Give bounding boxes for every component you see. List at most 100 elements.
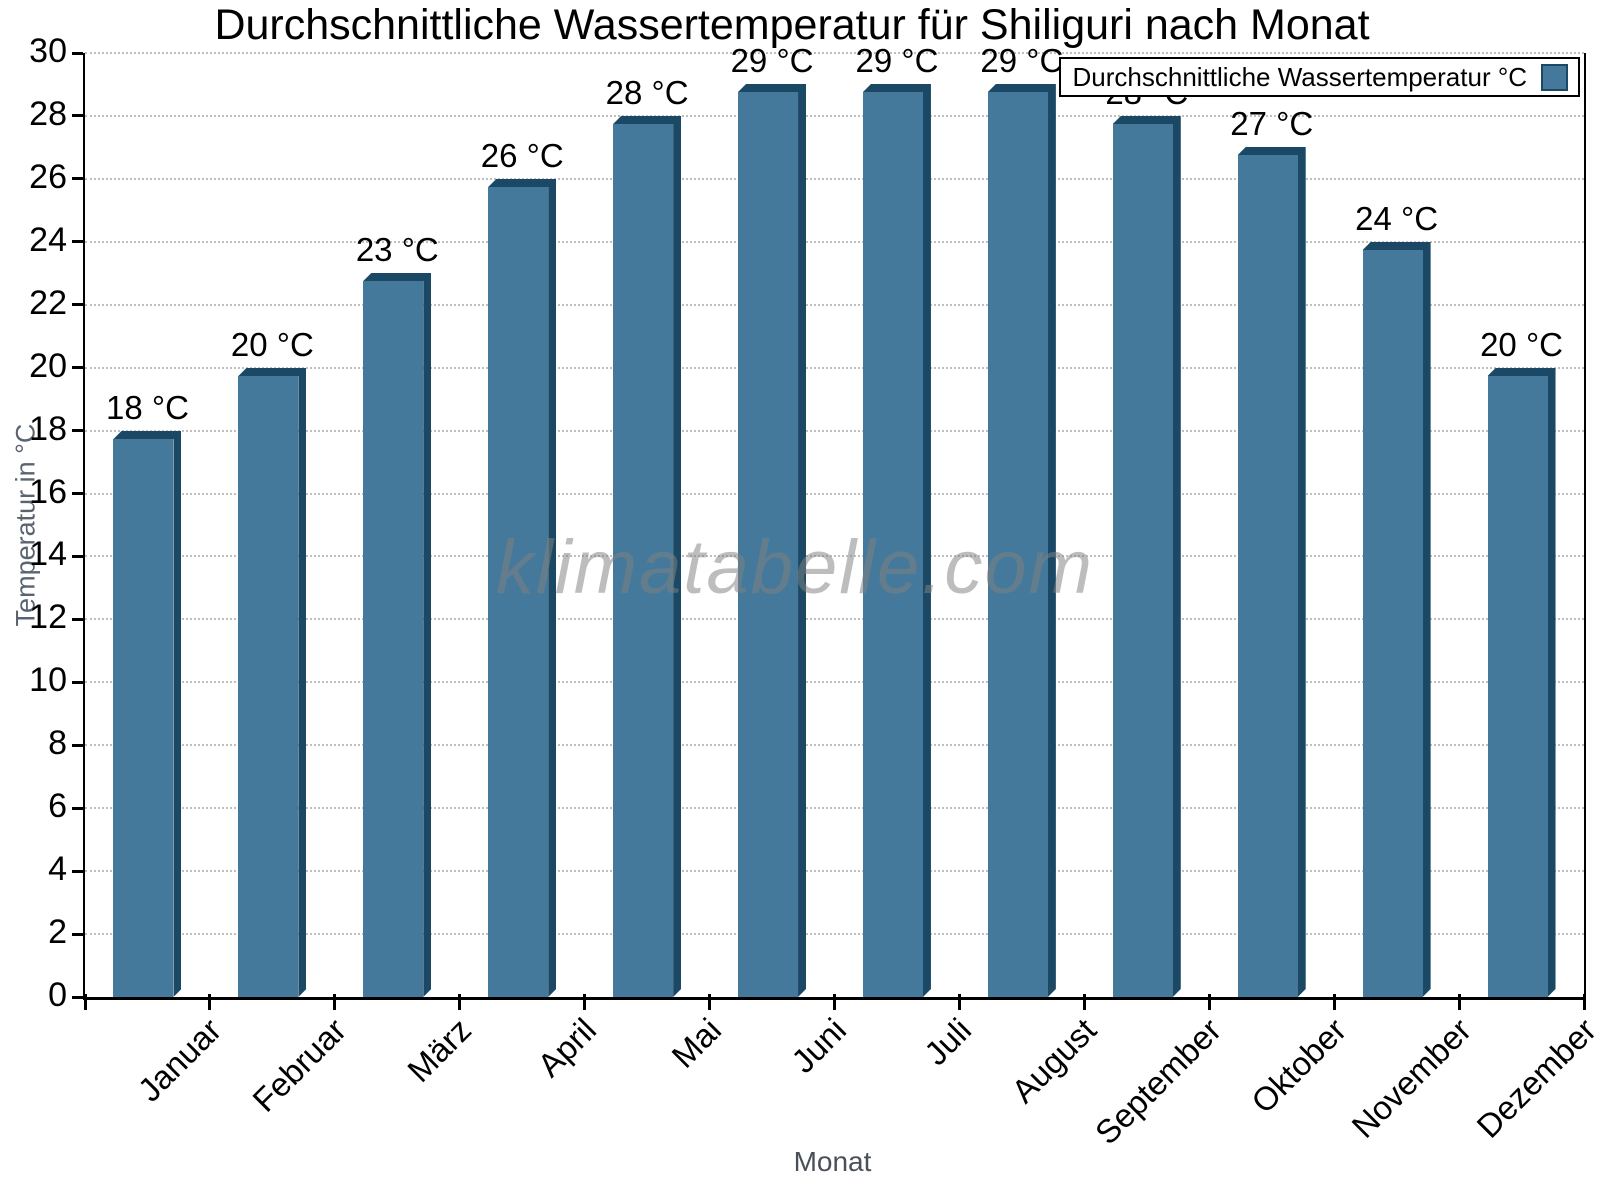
bar-face [1487,376,1548,997]
y-tick-label: 16 [29,472,67,511]
bar-value-label: 23 °C [355,231,439,268]
y-axis-tick [72,177,83,181]
bar-februar [238,368,307,997]
bar-value-label: 24 °C [1355,200,1439,237]
x-axis-tick [1082,994,1086,1010]
bar-face [1237,155,1298,997]
x-axis-tick [1207,994,1211,1010]
bar-face [1362,250,1423,997]
bar-juli [862,84,931,997]
bar-side [923,92,931,997]
x-axis-tick [83,994,87,1010]
plot-area: 0 2 4 6 8 10 12 14 16 18 20 22 24 26 28 30 18 °C Januar 20… [29,32,1600,1151]
y-tick-label: 14 [29,535,67,574]
y-axis-tick [72,114,83,118]
bar-cap [1112,116,1181,124]
bar-cap [1237,147,1306,155]
gridline-22 [85,303,1584,306]
y-axis-tick [72,995,83,999]
bar-side [673,124,681,997]
y-axis-tick [72,303,83,307]
bar-januar [113,431,182,997]
bar-side [548,187,556,997]
bar-value-label: 18 °C [106,389,189,426]
bar-side [1548,376,1556,997]
y-tick-label: 20 [29,346,67,385]
bar-cap [488,179,557,187]
bar-mai [613,116,682,997]
y-tick-label: 4 [48,850,67,889]
y-tick-label: 30 [29,31,67,70]
x-axis-tick [333,994,337,1010]
bar-side [1298,155,1306,997]
bar-face [363,281,424,997]
bar-cap [862,84,931,92]
y-axis-title: Temperatur in °C [10,423,41,627]
y-axis-tick [72,492,83,496]
bar-value-label: 29 °C [855,42,939,79]
gridline-10 [85,681,1584,684]
bar-cap [1362,242,1431,250]
gridline-6 [85,807,1584,810]
bar-november [1362,242,1431,997]
bar-face [113,439,174,997]
bar-value-label: 20 °C [230,326,314,363]
bar-face [238,376,299,997]
bar-side [423,281,431,997]
gridline-16 [85,492,1584,495]
x-axis-tick [1457,994,1461,1010]
bar-value-label: 29 °C [730,42,814,79]
bar-cap [738,84,807,92]
y-tick-label: 8 [48,724,67,763]
bar-märz [363,273,432,997]
bar-face [1112,124,1173,997]
bar-side [1048,92,1056,997]
bar-juni [738,84,807,997]
x-axis-tick [957,994,961,1010]
x-axis-tick [1332,994,1336,1010]
bar-cap [1487,368,1556,376]
bar-oktober [1237,147,1306,997]
bar-side [1423,250,1431,997]
bar-value-label: 26 °C [480,137,564,174]
legend-swatch-icon [1541,63,1568,91]
bar-cap [987,84,1056,92]
gridline-20 [85,366,1584,369]
bar-cap [613,116,682,124]
bar-value-label: 29 °C [980,42,1064,79]
gridline-8 [85,744,1584,747]
y-tick-label: 18 [29,409,67,448]
bar-face [862,92,923,997]
chart-title: Durchschnittliche Wassertemperatur für S… [214,1,1370,49]
gridline-2 [85,933,1584,936]
bar-side [798,92,806,997]
legend-label: Durchschnittliche Wassertemperatur °C [1072,61,1527,92]
y-axis-tick [72,429,83,433]
gridline-14 [85,555,1584,558]
y-tick-label: 6 [48,787,67,826]
x-axis-title: Monat [793,1146,872,1177]
bar-dezember [1487,368,1556,997]
bar-side [173,439,181,997]
bar-value-label: 20 °C [1480,326,1563,363]
gridline-28 [85,114,1584,117]
y-axis-tick [72,366,83,370]
x-axis-tick [208,994,212,1010]
gridline-30 [85,52,1584,54]
bar-side [1173,124,1181,997]
y-axis-tick [72,806,83,810]
y-axis-tick [72,743,83,747]
legend: Durchschnittliche Wassertemperatur °C [1058,57,1580,97]
y-axis-tick [72,240,83,244]
bar-face [987,92,1048,997]
gridline-4 [85,870,1584,873]
y-tick-label: 24 [29,220,67,259]
gridline-12 [85,618,1584,621]
x-axis-tick [1582,994,1586,1010]
bar-cap [238,368,307,376]
bar-value-label: 27 °C [1230,105,1314,142]
y-axis-tick [72,932,83,936]
x-axis-tick [458,994,462,1010]
bar-side [298,376,306,997]
